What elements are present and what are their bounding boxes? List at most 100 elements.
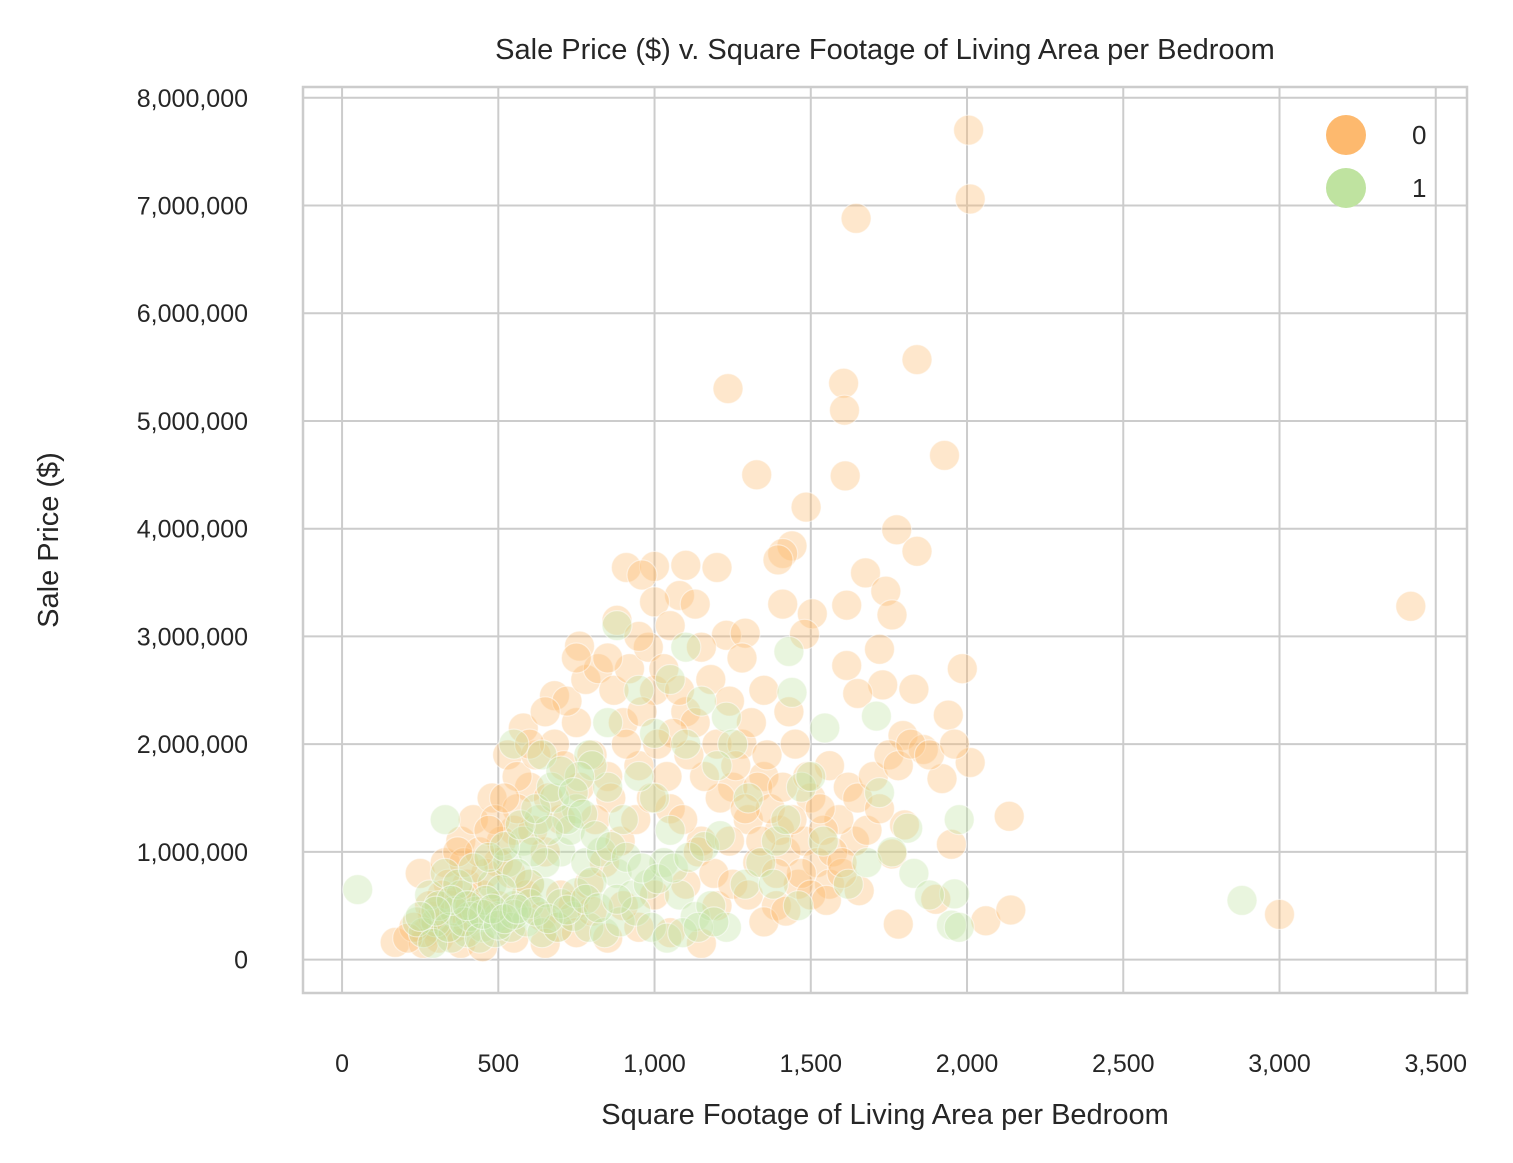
scatter-point-series-0: [920, 883, 952, 915]
scatter-point-series-1: [607, 803, 639, 836]
scatter-point-series-1: [809, 712, 841, 744]
scatter-point-series-0: [632, 631, 664, 663]
scatter-point-series-1: [638, 782, 671, 814]
x-tick-label: 2,000: [936, 1050, 999, 1078]
scatter-point-series-0: [538, 680, 571, 712]
scatter-point-series-1: [342, 873, 374, 906]
scatter-point-series-0: [729, 793, 761, 825]
scatter-point-series-1: [710, 701, 743, 733]
scatter-point-series-0: [682, 836, 714, 868]
scatter-point-series-0: [770, 895, 802, 927]
scatter-point-series-1: [807, 825, 839, 857]
scatter-point-series-0: [935, 828, 968, 860]
x-axis-title: Square Footage of Living Area per Bedroo…: [601, 1099, 1168, 1131]
scatter-point-series-1: [785, 771, 818, 803]
scatter-point-series-0: [495, 857, 527, 890]
scatter-point-series-0: [626, 559, 658, 591]
scatter-point-series-1: [679, 900, 711, 933]
scatter-point-series-0: [607, 890, 639, 922]
scatter-point-series-0: [670, 549, 702, 581]
scatter-point-series-0: [529, 696, 561, 728]
scatter-point-series-1: [423, 890, 455, 922]
scatter-point-series-0: [560, 706, 593, 739]
scatter-point-series-0: [726, 642, 758, 674]
scatter-point-series-0: [620, 803, 652, 836]
scatter-point-series-1: [770, 803, 802, 836]
scatter-point-series-0: [729, 617, 761, 649]
scatter-point-series-1: [404, 900, 436, 933]
scatter-point-series-0: [863, 633, 896, 665]
y-tick-label: 8,000,000: [137, 85, 248, 113]
scatter-point-series-0: [560, 642, 593, 674]
scatter-point-series-1: [482, 909, 514, 941]
scatter-point-series-1: [585, 836, 618, 868]
scatter-point-series-1: [592, 771, 624, 803]
scatter-point-series-0: [513, 728, 546, 760]
scatter-point-series-0: [826, 846, 858, 879]
scatter-point-series-0: [751, 739, 783, 771]
scatter-point-series-0: [642, 728, 674, 760]
scatter-point-series-1: [710, 911, 743, 943]
y-tick-label: 6,000,000: [137, 300, 248, 328]
scatter-point-series-0: [867, 669, 899, 701]
scatter-point-series-1: [704, 820, 736, 852]
scatter-point-series-0: [788, 618, 821, 650]
scatter-point-series-0: [804, 793, 836, 825]
scatter-point-series-1: [685, 685, 718, 717]
scatter-point-series-1: [938, 878, 971, 910]
scatter-point-series-0: [688, 760, 721, 793]
scatter-point-series-1: [473, 841, 505, 873]
scatter-point-series-0: [623, 911, 655, 943]
scatter-point-series-0: [876, 599, 908, 631]
scatter-point-series-0: [760, 857, 793, 890]
scatter-point-series-1: [520, 793, 552, 825]
scatter-point-series-0: [735, 706, 768, 739]
scatter-point-series-0: [473, 814, 505, 846]
scatter-point-series-1: [610, 841, 643, 873]
scatter-point-series-1: [1226, 884, 1258, 917]
scatter-point-series-0: [928, 439, 961, 471]
scatter-point-series-1: [573, 739, 605, 771]
scatter-point-series-1: [435, 922, 467, 954]
scatter-point-series-1: [623, 674, 655, 706]
scatter-point-series-0: [654, 609, 686, 642]
scatter-point-series-0: [663, 579, 696, 612]
scatter-point-series-0: [745, 825, 777, 857]
scatter-point-series-1: [513, 868, 546, 900]
scatter-point-series-1: [654, 814, 686, 846]
scatter-point-series-1: [663, 879, 696, 911]
x-tick-label: 2,500: [1092, 1050, 1155, 1078]
scatter-point-series-0: [840, 202, 872, 234]
scatter-point-series-1: [860, 700, 893, 732]
scatter-point-series-0: [895, 728, 927, 760]
legend-marker-series-0: [1326, 115, 1366, 155]
scatter-point-series-1: [504, 809, 536, 841]
scatter-point-series-0: [828, 394, 861, 426]
chart-title: Sale Price ($) v. Square Footage of Livi…: [495, 34, 1275, 66]
scatter-point-series-1: [620, 895, 652, 927]
scatter-point-series-1: [876, 836, 908, 868]
scatter-point-series-1: [557, 900, 589, 933]
scatter-point-series-1: [442, 868, 474, 900]
scatter-point-series-0: [570, 663, 602, 696]
scatter-point-series-1: [457, 852, 489, 884]
scatter-point-series-1: [701, 750, 733, 782]
scatter-point-series-1: [943, 911, 975, 943]
scatter-point-series-0: [993, 800, 1025, 832]
y-tick-label: 4,000,000: [137, 516, 248, 544]
scatter-point-series-0: [946, 653, 978, 685]
plot-frame: [301, 85, 1469, 995]
scatter-point-series-0: [432, 868, 464, 900]
scatter-point-series-0: [995, 894, 1027, 926]
scatter-point-series-0: [827, 367, 860, 399]
scatter-point-series-0: [767, 588, 799, 620]
scatter-point-series-1: [588, 917, 621, 949]
scatter-point-series-1: [626, 852, 658, 884]
scatter-point-series-0: [638, 879, 671, 911]
scatter-point-series-1: [526, 739, 558, 771]
scatter-point-series-0: [713, 825, 746, 857]
scatter-point-series-0: [762, 544, 794, 576]
y-axis-ticks: 0 1,000,000 2,000,000 3,000,000 4,000,000 5,0…: [137, 85, 248, 975]
